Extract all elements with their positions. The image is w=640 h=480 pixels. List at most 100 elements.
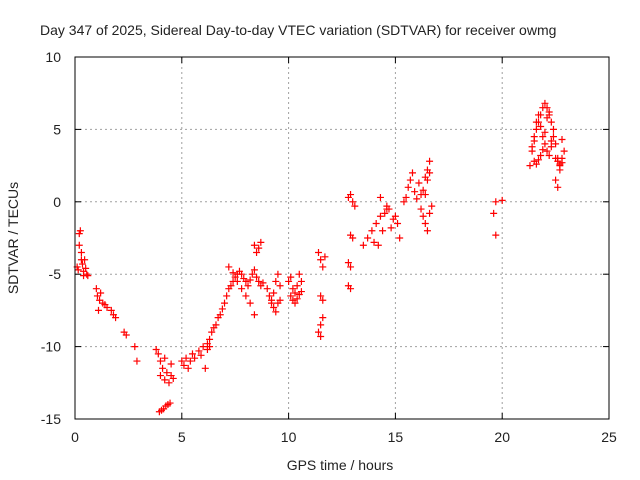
data-point [421,191,429,199]
data-point [76,227,84,235]
data-point [265,292,273,300]
data-point [421,220,429,228]
y-tick-label: -5 [49,266,62,282]
data-point [250,241,258,249]
data-point [195,347,203,355]
data-point [180,361,188,369]
data-point [161,376,169,384]
data-point [287,273,295,281]
chart-title: Day 347 of 2025, Sidereal Day-to-day VTE… [40,22,556,38]
data-point [248,270,256,278]
data-point [131,343,139,351]
data-point [92,285,100,293]
data-point [552,176,560,184]
data-point [368,227,376,235]
data-point [199,343,207,351]
data-point [406,176,414,184]
data-point [163,369,171,377]
data-point [549,133,557,141]
x-tick-label: 0 [71,429,79,445]
data-point [291,289,299,297]
x-tick-label: 15 [388,429,404,445]
data-point [359,241,367,249]
data-point [165,379,173,387]
data-point [293,295,301,303]
data-point [376,212,384,220]
data-point [270,289,278,297]
data-point [246,276,254,284]
data-point [319,263,327,271]
data-points [73,99,568,416]
data-point [274,270,282,278]
data-point [182,354,190,362]
data-point [379,227,387,235]
data-point [417,205,425,213]
data-point [74,266,82,274]
data-point [558,136,566,144]
data-point [82,264,90,272]
data-point [347,263,355,271]
data-point [396,234,404,242]
data-point [423,176,431,184]
data-point [246,299,254,307]
data-point [167,360,175,368]
data-point [112,314,120,322]
data-point [184,364,192,372]
data-point [349,234,357,242]
plot-frame [74,56,610,420]
data-point [203,340,211,348]
data-point [315,328,323,336]
data-point [291,299,299,307]
data-point [272,277,280,285]
data-point [537,151,545,159]
data-point [166,399,174,407]
x-axis-label: GPS time / hours [287,457,394,473]
y-tick-label: 10 [45,49,61,65]
data-point [400,198,408,206]
data-point [426,209,434,217]
data-point [206,335,214,343]
data-point [208,328,216,336]
y-tick-label: -10 [41,339,61,355]
data-point [321,253,329,261]
data-point [351,202,359,210]
data-point [543,147,551,155]
data-point [349,198,357,206]
data-point [221,299,229,307]
data-point [344,259,352,267]
data-point [415,179,423,187]
data-point [154,350,162,358]
data-point [374,241,382,249]
y-tick-label: 5 [53,121,61,137]
y-tick-label: 0 [53,194,61,210]
data-point [75,241,83,249]
data-point [297,288,305,296]
axis-ticks [74,56,610,420]
data-point [152,345,160,353]
data-point [84,272,92,280]
data-point [250,266,258,274]
y-tick-label: -15 [41,411,61,427]
data-point [317,321,325,329]
data-point [426,157,434,165]
data-point [552,140,560,148]
data-point [83,270,91,278]
data-point [295,270,303,278]
data-point [543,104,551,112]
data-point [347,191,355,199]
data-point [259,279,267,287]
data-point [81,256,89,264]
data-point [78,260,86,268]
x-tick-label: 5 [178,429,186,445]
data-point [556,166,564,174]
data-point [411,188,419,196]
grid-lines [75,57,609,419]
data-point [413,195,421,203]
y-axis-label: SDTVAR / TECUs [5,182,21,294]
data-point [156,372,164,380]
data-point [159,364,167,372]
data-point [545,108,553,116]
data-point [383,202,391,210]
data-point [161,354,169,362]
